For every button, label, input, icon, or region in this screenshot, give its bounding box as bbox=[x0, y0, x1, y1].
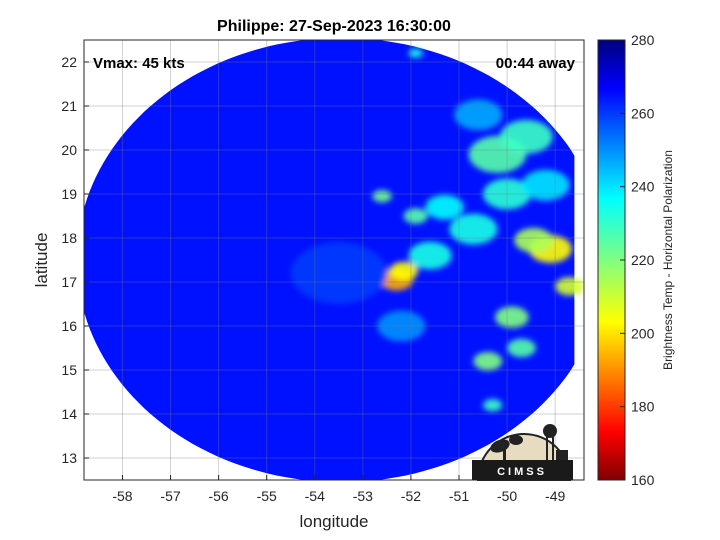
convection-cell bbox=[514, 227, 553, 253]
colorbar-tick-label: 160 bbox=[631, 472, 655, 488]
convection-cell bbox=[495, 306, 529, 328]
x-tick-label: -52 bbox=[401, 488, 421, 504]
x-tick-label: -54 bbox=[305, 488, 325, 504]
convection-cell bbox=[408, 241, 452, 270]
y-tick-label: 18 bbox=[61, 230, 77, 246]
convection-cell bbox=[521, 169, 570, 201]
x-axis-label: longitude bbox=[299, 512, 368, 531]
x-tick-label: -58 bbox=[112, 488, 132, 504]
convection-cell bbox=[377, 310, 426, 342]
convection-cell bbox=[507, 338, 536, 358]
logo-text: CIMSS bbox=[497, 466, 547, 478]
convection-cell bbox=[473, 351, 503, 371]
y-tick-labels: 13 14 15 16 17 18 19 20 21 22 bbox=[61, 54, 89, 466]
convection-features bbox=[290, 48, 584, 412]
time-away-annotation: 00:44 away bbox=[496, 55, 576, 72]
convection-cell bbox=[290, 242, 387, 304]
convection-cell bbox=[425, 194, 464, 220]
convection-cell bbox=[483, 178, 532, 210]
x-tick-label: -56 bbox=[208, 488, 228, 504]
x-tick-label: -55 bbox=[257, 488, 277, 504]
y-tick-label: 22 bbox=[61, 54, 77, 70]
y-tick-label: 16 bbox=[61, 318, 77, 334]
axes-frame bbox=[83, 39, 585, 481]
convection-cell bbox=[403, 208, 428, 224]
convection-cell bbox=[555, 277, 584, 296]
x-tick-labels: -58 -57 -56 -55 -54 -53 -52 -51 -50 -49 bbox=[112, 475, 565, 504]
colorbar-tick-label: 240 bbox=[631, 179, 655, 195]
colorbar-tick-label: 200 bbox=[631, 325, 655, 341]
colorbar-label: Brightness Temp - Horizontal Polarizatio… bbox=[661, 150, 675, 370]
y-axis-label: latitude bbox=[32, 233, 51, 288]
convection-cell bbox=[408, 48, 423, 58]
x-tick-label: -50 bbox=[497, 488, 517, 504]
x-tick-label: -51 bbox=[449, 488, 469, 504]
y-tick-label: 13 bbox=[61, 450, 77, 466]
convection-cell bbox=[483, 399, 503, 412]
colorbar-tick-labels: 160 180 200 220 240 260 280 bbox=[620, 32, 655, 488]
convection-cell bbox=[389, 261, 419, 281]
colorbar-tick-label: 220 bbox=[631, 252, 655, 268]
x-tick-label: -57 bbox=[160, 488, 180, 504]
convection-cell bbox=[449, 213, 498, 245]
convection-cell bbox=[454, 99, 503, 131]
vmax-annotation: Vmax: 45 kts bbox=[93, 55, 185, 72]
x-tick-label: -53 bbox=[353, 488, 373, 504]
colorbar-tick-label: 180 bbox=[631, 399, 655, 415]
convection-cell bbox=[372, 190, 392, 203]
colorbar-tick-label: 280 bbox=[631, 32, 655, 48]
colorbar-tick-label: 260 bbox=[631, 105, 655, 121]
y-tick-label: 19 bbox=[61, 186, 77, 202]
cimss-logo: CIMSS bbox=[472, 424, 573, 481]
grid-lines bbox=[84, 40, 584, 480]
y-tick-label: 21 bbox=[61, 98, 77, 114]
chart-title: Philippe: 27-Sep-2023 16:30:00 bbox=[217, 18, 451, 35]
x-tick-label: -49 bbox=[545, 488, 565, 504]
heatmap-layer bbox=[84, 40, 584, 480]
water-tower-icon bbox=[543, 424, 557, 438]
convection-cell bbox=[499, 119, 553, 154]
y-tick-label: 20 bbox=[61, 142, 77, 158]
y-tick-label: 14 bbox=[61, 406, 77, 422]
y-tick-label: 17 bbox=[61, 274, 77, 290]
y-tick-label: 15 bbox=[61, 362, 77, 378]
